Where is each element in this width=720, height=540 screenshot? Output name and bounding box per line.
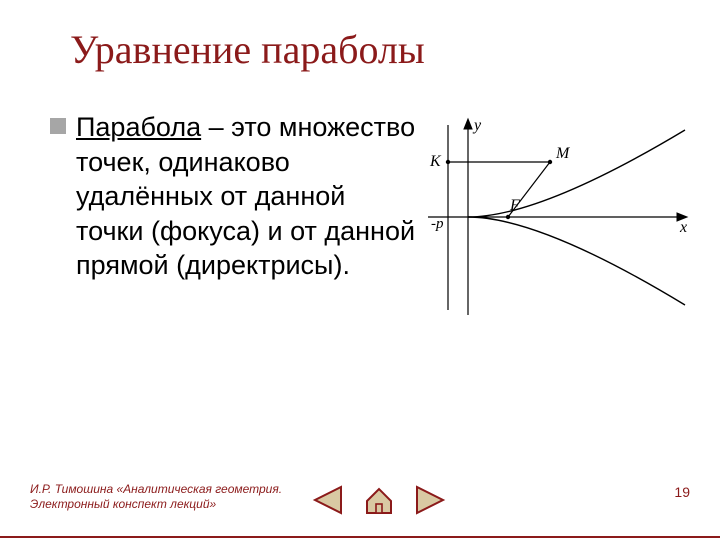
bullet-text: Парабола – это множество точек, одинаков…	[76, 110, 420, 283]
home-button[interactable]	[360, 482, 398, 518]
parabola-upper	[468, 130, 685, 217]
slide: Уравнение параболы Парабола – это множес…	[0, 0, 720, 540]
page-number: 19	[674, 484, 690, 500]
m-label: M	[555, 145, 571, 162]
f-label: F	[509, 197, 520, 214]
parabola-lower	[468, 217, 685, 305]
next-button[interactable]	[412, 482, 450, 518]
home-icon	[361, 483, 397, 517]
y-axis-label: y	[472, 117, 482, 134]
focus-point	[506, 215, 510, 219]
bullet-underlined: Парабола	[76, 112, 201, 142]
point-m	[548, 160, 552, 164]
bullet-marker	[50, 118, 66, 134]
p-label: -p	[431, 216, 444, 232]
body-text: Парабола – это множество точек, одинаков…	[50, 110, 420, 283]
x-axis-label: x	[679, 219, 687, 236]
footer-line1: И.Р. Тимошина «Аналитическая геометрия.	[30, 482, 282, 497]
page-title: Уравнение параболы	[70, 26, 425, 73]
k-label: K	[429, 153, 442, 170]
prev-button[interactable]	[308, 482, 346, 518]
triangle-right-icon	[413, 483, 449, 517]
point-k	[446, 160, 450, 164]
triangle-left-icon	[309, 483, 345, 517]
bottom-rule	[0, 536, 720, 538]
footer-line2: Электронный конспект лекций»	[30, 497, 282, 512]
parabola-diagram: x y K M F -p	[420, 110, 695, 325]
bullet-item: Парабола – это множество точек, одинаков…	[50, 110, 420, 283]
nav-buttons	[308, 482, 450, 518]
footer-citation: И.Р. Тимошина «Аналитическая геометрия. …	[30, 482, 282, 512]
